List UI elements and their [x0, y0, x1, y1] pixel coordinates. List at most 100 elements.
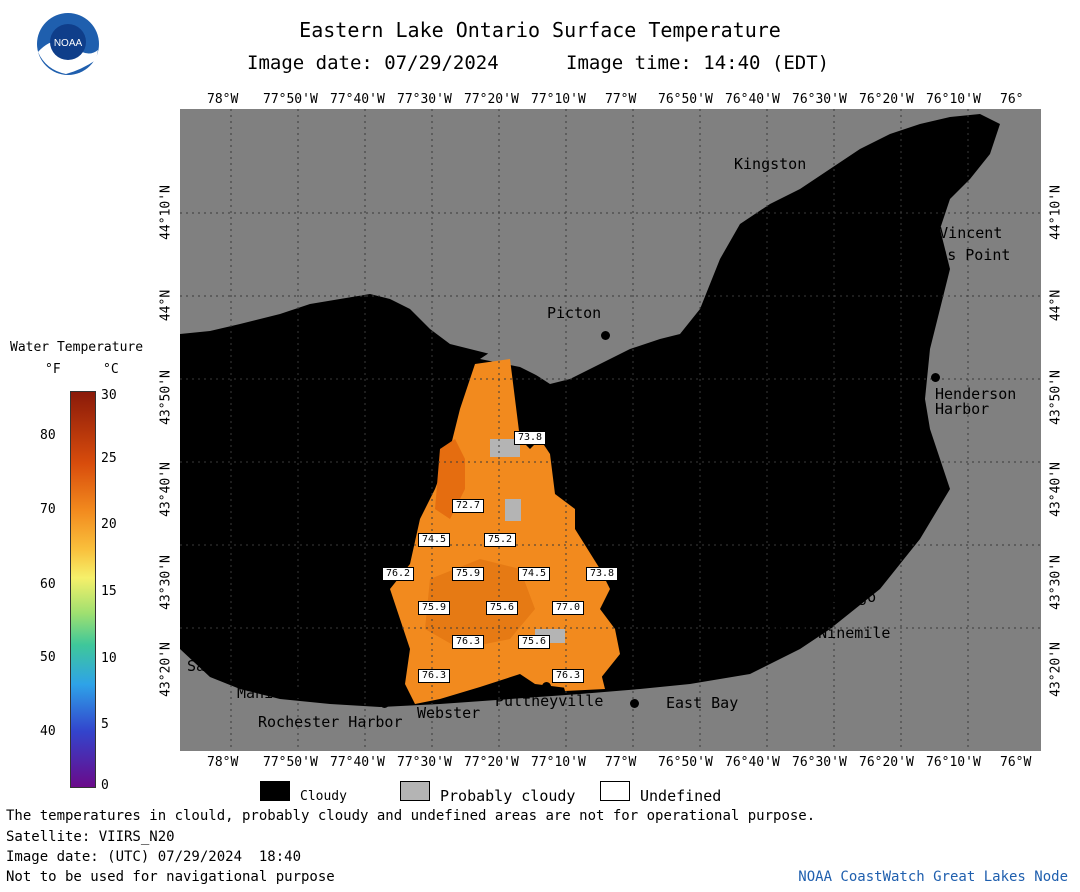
legend-c-tick: 0 — [101, 778, 109, 793]
legend-probably-cloudy-swatch — [400, 781, 430, 801]
noaa-logo: NOAA — [36, 12, 100, 76]
legend-c-tick: 5 — [101, 717, 109, 732]
navigation-warning: Not to be used for navigational purpose — [6, 869, 335, 885]
east-bay-marker — [630, 699, 639, 708]
place-cape-vincent: Cape Vincent — [894, 224, 1003, 242]
lon-label-bottom: 77°W — [605, 755, 637, 770]
lon-label-bottom: 77°30'W — [397, 755, 452, 770]
svg-text:NOAA: NOAA — [54, 38, 83, 49]
legend-probably-cloudy-label: Probably cloudy — [440, 787, 576, 805]
place-manitou-beach: Manitou Beach — [237, 684, 355, 702]
temp-label: 76.2 — [382, 567, 415, 581]
legend-c-tick: 15 — [101, 584, 117, 599]
lon-label-bottom: 77°20'W — [464, 755, 519, 770]
lon-label-bottom: 76°20'W — [859, 755, 914, 770]
image-date: Image date: 07/29/2024 — [247, 52, 499, 74]
lat-label-left: 43°50'N — [158, 370, 174, 425]
lat-label-right: 43°20'N — [1048, 642, 1064, 697]
lon-label-top: 77°30'W — [397, 92, 452, 107]
lon-label-bottom: 77°50'W — [263, 755, 318, 770]
temp-label: 76.3 — [452, 635, 485, 649]
place-pultneyville: Pultneyville — [495, 692, 604, 710]
lon-label-bottom: 78°W — [207, 755, 239, 770]
place-webster: Webster — [417, 704, 481, 722]
legend-undefined-label: Undefined — [640, 787, 722, 805]
legend-f-tick: 60 — [40, 577, 56, 592]
temp-label: 73.8 — [514, 431, 547, 445]
legend-color-bar — [70, 391, 96, 788]
legend-f-tick: 80 — [40, 428, 56, 443]
lon-label-top: 76° — [1000, 92, 1024, 107]
temp-label: 72.7 — [452, 499, 485, 513]
place-sandy-harbour: Sandy Harbour — [187, 657, 305, 675]
place-west-ninemile: West Ninemile — [773, 624, 891, 642]
legend-c-tick: 20 — [101, 517, 117, 532]
lon-label-bottom: 76°50'W — [658, 755, 713, 770]
utc-date-text: Image date: (UTC) 07/29/2024 18:40 — [6, 849, 302, 865]
place-rochester-harbor: Rochester Harbor — [258, 713, 403, 731]
rochester-harbor-marker — [380, 699, 389, 708]
lon-label-bottom: 77°40'W — [330, 755, 385, 770]
temp-label: 75.9 — [452, 567, 485, 581]
lon-label-bottom: 77°10'W — [531, 755, 586, 770]
lon-label-bottom: 76°30'W — [792, 755, 847, 770]
lon-label-top: 78°W — [207, 92, 239, 107]
lat-label-left: 43°20'N — [158, 642, 174, 697]
map-panel: 73.8 72.7 74.5 75.2 76.2 75.9 74.5 73.8 … — [180, 109, 1041, 751]
sandy-harbour-marker — [265, 647, 274, 656]
legend-f-tick: 50 — [40, 650, 56, 665]
temp-label: 73.8 — [586, 567, 619, 581]
legend-f-tick: 40 — [40, 724, 56, 739]
legend-unit-c: °C — [103, 362, 119, 377]
legend-c-tick: 25 — [101, 451, 117, 466]
place-tibbetts-point: Tibbetts Point — [884, 246, 1011, 264]
henderson-harbor-marker — [931, 373, 940, 382]
lon-label-top: 76°30'W — [792, 92, 847, 107]
lat-label-left: 44°10'N — [158, 185, 174, 240]
lat-label-right: 43°30'N — [1048, 555, 1064, 610]
legend-f-tick: 70 — [40, 502, 56, 517]
place-picton: Picton — [547, 304, 602, 322]
lat-label-right: 43°40'N — [1048, 462, 1064, 517]
lon-label-top: 76°50'W — [658, 92, 713, 107]
image-time: Image time: 14:40 (EDT) — [566, 52, 830, 74]
map-title: Eastern Lake Ontario Surface Temperature — [299, 18, 781, 42]
lon-label-top: 76°40'W — [725, 92, 780, 107]
lat-label-right: 44°10'N — [1048, 185, 1064, 240]
lon-label-top: 77°W — [605, 92, 637, 107]
temp-label: 75.6 — [518, 635, 551, 649]
temp-label: 75.6 — [486, 601, 519, 615]
credit-text: NOAA CoastWatch Great Lakes Node — [798, 869, 1068, 885]
oswego-marker — [806, 591, 815, 600]
cape-vincent-marker — [876, 224, 885, 233]
legend-c-tick: 10 — [101, 651, 117, 666]
lon-label-bottom: 76°W — [1000, 755, 1032, 770]
lon-label-top: 76°10'W — [926, 92, 981, 107]
lat-label-left: 43°40'N — [158, 462, 174, 517]
temp-label: 75.9 — [418, 601, 451, 615]
legend-undefined-swatch — [600, 781, 630, 801]
lat-label-left: 43°30'N — [158, 555, 174, 610]
disclaimer-text: The temperatures in clould, probably clo… — [6, 808, 816, 824]
picton-marker — [601, 331, 610, 340]
lon-label-bottom: 76°40'W — [725, 755, 780, 770]
lon-label-top: 77°20'W — [464, 92, 519, 107]
lat-label-right: 44°N — [1048, 289, 1064, 322]
legend-c-tick: 30 — [101, 388, 117, 403]
lon-label-bottom: 76°10'W — [926, 755, 981, 770]
place-kingston: Kingston — [734, 155, 807, 173]
lon-label-top: 77°40'W — [330, 92, 385, 107]
lat-label-left: 44°N — [158, 289, 174, 322]
pultneyville-marker — [542, 682, 551, 691]
lake-map — [180, 109, 1041, 751]
temp-label: 75.2 — [484, 533, 517, 547]
temp-label: 74.5 — [418, 533, 451, 547]
lon-label-top: 77°10'W — [531, 92, 586, 107]
temp-label: 77.0 — [552, 601, 585, 615]
temp-label: 76.3 — [418, 669, 451, 683]
satellite-text: Satellite: VIIRS_N20 — [6, 829, 175, 845]
temp-label: 74.5 — [518, 567, 551, 581]
legend-cloudy-label: Cloudy — [300, 789, 347, 804]
place-east-bay: East Bay — [666, 694, 739, 712]
temp-label: 76.3 — [552, 669, 585, 683]
